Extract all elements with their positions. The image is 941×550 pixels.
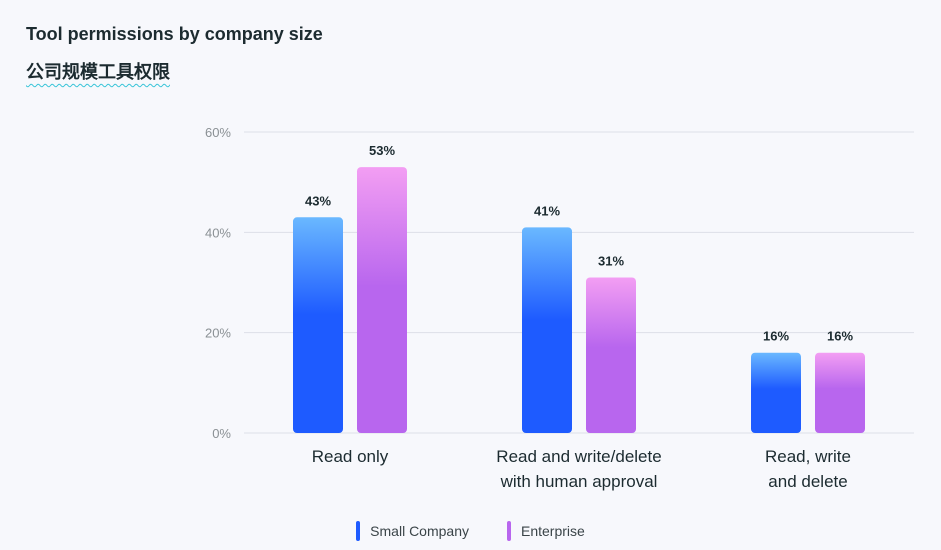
legend-label-enterprise: Enterprise [521, 523, 585, 539]
x-category-label-0: Read only [312, 447, 389, 466]
data-label-enterprise-2: 16% [827, 329, 853, 344]
y-tick-label: 40% [205, 225, 231, 240]
bar-small-company-2 [751, 352, 801, 433]
bar-small-company-0 [293, 217, 343, 433]
bar-chart: 0% 20% 40% 60% 43% 41% 16% 53% 31% 16% Read only Re… [205, 125, 914, 491]
bar-enterprise-1 [586, 277, 636, 433]
x-category-line: with human approval [500, 472, 658, 491]
x-category-line: and delete [768, 472, 847, 491]
legend-swatch-enterprise [507, 521, 511, 541]
y-tick-label: 0% [212, 426, 231, 441]
legend-swatch-small-company [356, 521, 361, 541]
data-label-enterprise-0: 53% [369, 143, 395, 158]
x-category-line: Read only [312, 447, 389, 466]
bar-enterprise-2 [815, 352, 865, 433]
x-category-line: Read and write/delete [496, 447, 661, 466]
y-tick-label: 60% [205, 125, 231, 140]
chart-subtitle: 公司规模工具权限 [26, 62, 170, 83]
x-category-line: Read, write [765, 447, 851, 466]
chart-legend: Small Company Enterprise [0, 521, 941, 541]
bar-enterprise-0 [357, 167, 407, 433]
chart-title: Tool permissions by company size [26, 24, 323, 44]
data-label-small-company-0: 43% [305, 193, 331, 208]
data-label-small-company-2: 16% [763, 329, 789, 344]
data-label-enterprise-1: 31% [598, 253, 624, 268]
legend-label-small-company: Small Company [370, 523, 469, 539]
legend-item-small-company: Small Company [356, 521, 469, 541]
x-category-label-2: Read, write and delete [765, 447, 851, 491]
data-label-small-company-1: 41% [534, 203, 560, 218]
x-category-label-1: Read and write/delete with human approval [496, 447, 661, 491]
y-tick-label: 20% [205, 326, 231, 341]
legend-item-enterprise: Enterprise [507, 521, 585, 541]
bar-small-company-1 [522, 227, 572, 433]
